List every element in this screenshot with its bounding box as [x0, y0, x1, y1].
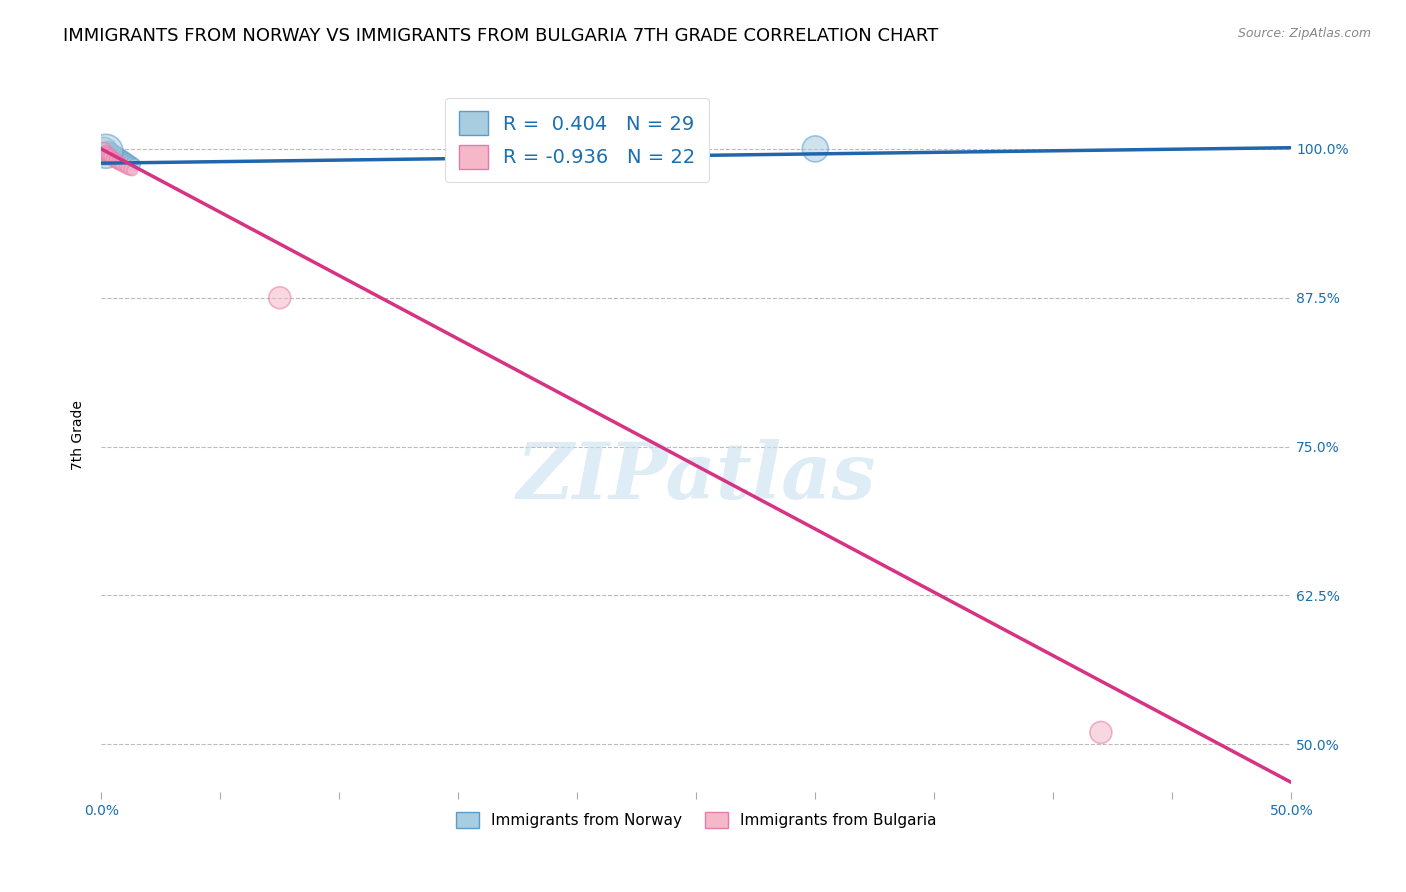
Point [107, 156, 129, 170]
Point [117, 153, 139, 168]
Point [118, 155, 141, 169]
Point [104, 152, 127, 166]
Point [100, 148, 122, 162]
Legend: Immigrants from Norway, Immigrants from Bulgaria: Immigrants from Norway, Immigrants from … [450, 806, 943, 834]
Point [93, 143, 115, 157]
Point [100, 149, 122, 163]
Point [117, 161, 139, 175]
Point [101, 150, 124, 164]
Point [114, 160, 136, 174]
Point [107, 155, 129, 169]
Point [111, 153, 134, 168]
Point [94, 145, 117, 160]
Point [114, 153, 136, 167]
Point [110, 156, 132, 170]
Point [104, 150, 127, 164]
Point [97, 148, 120, 162]
Point [97, 148, 120, 162]
Point [100, 145, 122, 160]
Text: IMMIGRANTS FROM NORWAY VS IMMIGRANTS FROM BULGARIA 7TH GRADE CORRELATION CHART: IMMIGRANTS FROM NORWAY VS IMMIGRANTS FRO… [63, 27, 939, 45]
Point [94, 145, 117, 159]
Point [118, 162, 141, 177]
Point [124, 157, 146, 171]
Text: Source: ZipAtlas.com: Source: ZipAtlas.com [1237, 27, 1371, 40]
Text: ZIPatlas: ZIPatlas [516, 440, 876, 516]
Point [101, 153, 124, 167]
Point [97, 146, 120, 161]
Point [101, 149, 124, 163]
Y-axis label: 7th Grade: 7th Grade [72, 400, 86, 469]
Point [269, 291, 291, 305]
Point [94, 146, 117, 161]
Point [104, 153, 127, 167]
Point [94, 146, 117, 161]
Point [97, 145, 120, 159]
Point [111, 152, 134, 166]
Point [107, 149, 129, 163]
Point [107, 153, 129, 167]
Point [104, 148, 127, 162]
Point [101, 152, 124, 166]
Point [110, 150, 132, 164]
Point [97, 149, 120, 163]
Point [121, 156, 143, 170]
Point [804, 142, 827, 156]
Point [100, 149, 122, 163]
Point [110, 153, 132, 167]
Point [104, 153, 127, 168]
Point [111, 159, 134, 173]
Point [107, 152, 129, 166]
Point [93, 145, 115, 159]
Point [100, 150, 122, 164]
Point [110, 157, 132, 171]
Point [121, 163, 143, 178]
Point [101, 146, 124, 161]
Point [1090, 725, 1112, 739]
Point [94, 145, 117, 160]
